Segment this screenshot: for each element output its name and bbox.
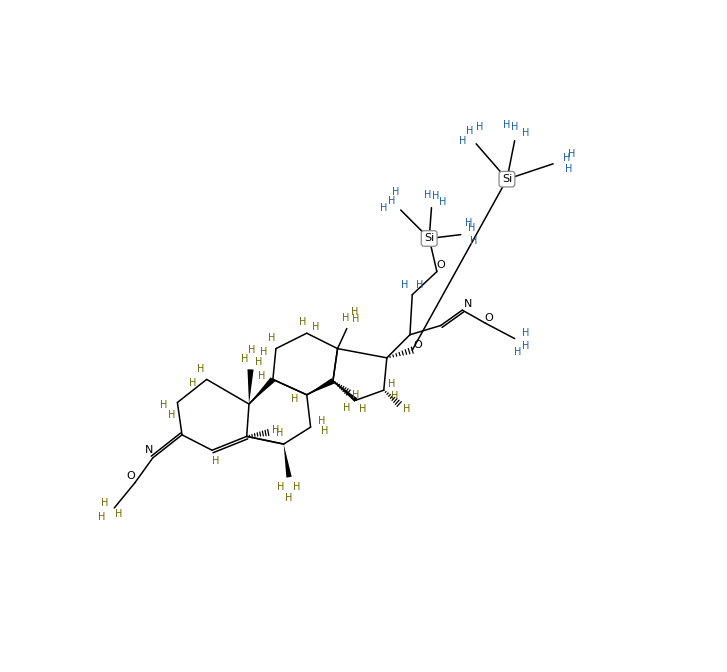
Text: H: H — [568, 149, 575, 159]
Text: O: O — [413, 340, 422, 349]
Text: O: O — [485, 312, 494, 323]
Text: H: H — [466, 126, 474, 136]
Text: H: H — [115, 509, 123, 519]
Text: H: H — [459, 136, 466, 146]
Text: H: H — [268, 333, 276, 343]
Text: H: H — [393, 187, 400, 198]
Text: H: H — [273, 425, 280, 435]
Polygon shape — [247, 369, 254, 404]
Text: H: H — [470, 236, 478, 246]
Text: H: H — [313, 322, 320, 332]
Text: Si: Si — [502, 174, 512, 184]
Text: H: H — [101, 499, 109, 509]
Text: H: H — [358, 405, 366, 415]
Polygon shape — [333, 381, 358, 402]
Text: H: H — [353, 314, 360, 325]
Text: H: H — [160, 400, 167, 410]
Polygon shape — [249, 377, 275, 404]
Text: H: H — [380, 203, 387, 213]
Text: H: H — [522, 328, 529, 338]
Text: H: H — [468, 224, 475, 233]
Text: H: H — [439, 198, 446, 207]
Polygon shape — [284, 444, 292, 478]
Text: H: H — [189, 378, 196, 388]
Text: H: H — [522, 341, 529, 351]
Text: H: H — [432, 191, 439, 201]
Text: H: H — [514, 347, 521, 357]
Text: H: H — [291, 394, 298, 405]
Text: H: H — [241, 354, 248, 364]
Text: H: H — [417, 280, 424, 290]
Text: H: H — [276, 428, 284, 438]
Text: N: N — [465, 299, 473, 309]
Text: H: H — [342, 312, 349, 323]
Text: H: H — [258, 370, 266, 380]
Text: H: H — [353, 390, 360, 400]
Text: H: H — [212, 456, 220, 466]
Text: H: H — [318, 416, 325, 426]
Text: H: H — [465, 218, 472, 228]
Text: H: H — [503, 120, 510, 130]
Text: H: H — [387, 379, 395, 389]
Text: H: H — [565, 164, 572, 174]
Text: H: H — [300, 317, 307, 327]
Text: H: H — [167, 410, 175, 420]
Text: H: H — [511, 122, 518, 132]
Text: N: N — [145, 446, 153, 455]
Text: H: H — [343, 403, 350, 413]
Text: H: H — [321, 426, 328, 436]
Text: H: H — [424, 190, 431, 200]
Text: H: H — [197, 364, 204, 374]
Text: Si: Si — [424, 233, 434, 243]
Text: H: H — [522, 128, 529, 138]
Text: H: H — [286, 493, 293, 503]
Text: H: H — [249, 345, 256, 355]
Text: H: H — [563, 153, 570, 163]
Text: H: H — [98, 512, 105, 522]
Polygon shape — [307, 378, 334, 395]
Text: H: H — [403, 405, 411, 415]
Text: H: H — [351, 306, 358, 317]
Text: H: H — [475, 122, 483, 132]
Text: H: H — [387, 196, 395, 206]
Text: H: H — [260, 347, 268, 358]
Text: H: H — [391, 391, 398, 401]
Text: O: O — [436, 261, 445, 270]
Text: H: H — [293, 482, 300, 492]
Text: H: H — [401, 280, 409, 290]
Text: H: H — [254, 357, 262, 367]
Text: O: O — [126, 472, 135, 481]
Text: H: H — [277, 482, 284, 492]
